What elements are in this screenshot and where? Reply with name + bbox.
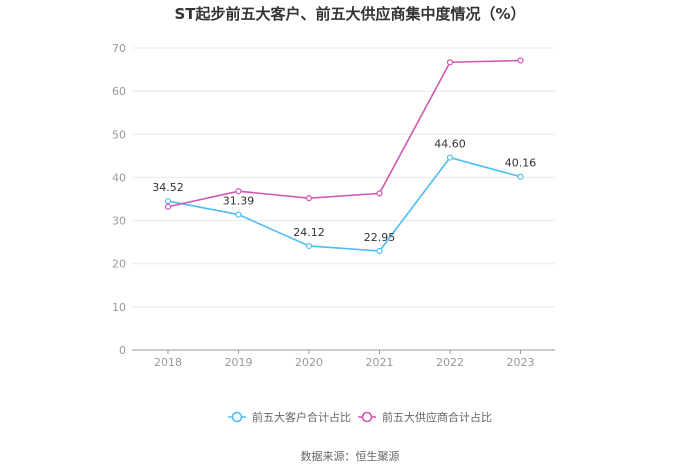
data-labels: 34.52 31.39 24.12 22.95 44.60 40.16 [152,138,536,244]
y-tick-label: 10 [112,301,126,314]
y-tick-label: 50 [112,128,126,141]
legend: 前五大客户合计占比 前五大供应商合计占比 [228,410,492,424]
data-point [305,242,313,250]
y-tick-label: 60 [112,85,126,98]
x-tick-label: 2022 [436,356,464,369]
data-label: 22.95 [364,231,396,244]
legend-marker [361,411,373,423]
data-point [305,195,313,202]
data-point [164,203,172,210]
data-label: 44.60 [434,138,466,151]
x-tick-label: 2023 [507,356,535,369]
data-point [164,197,172,205]
y-tick-label: 20 [112,258,126,271]
y-tick-label: 30 [112,215,126,228]
grid-lines [132,47,555,308]
legend-label: 前五大客户合计占比 [252,410,351,424]
data-point [517,173,524,180]
data-point [376,247,383,255]
data-label: 31.39 [223,195,255,208]
y-tick-label: 40 [112,171,126,184]
data-label: 34.52 [152,181,184,194]
series-lines [167,59,521,252]
series-points [164,57,524,255]
data-point [517,57,524,64]
x-tick-label: 2020 [295,356,323,369]
data-label: 40.16 [505,157,537,170]
legend-marker [231,411,243,423]
data-point [446,154,454,161]
data-point [235,211,242,218]
data-source: 数据来源：恒生聚源 [301,449,400,463]
axes: 0 10 20 30 40 50 60 70 2018 2019 2020 2021 2022 2023 [112,42,555,369]
series-line-2 [167,59,521,208]
series-line-1 [167,156,521,252]
y-tick-label: 0 [119,344,126,357]
x-tick-label: 2021 [366,356,394,369]
y-tick-label: 70 [112,42,126,55]
data-point [235,188,242,195]
x-tick-label: 2018 [154,356,182,369]
legend-label: 前五大供应商合计占比 [382,410,492,424]
data-point [446,59,454,66]
x-tick-label: 2019 [225,356,253,369]
chart-title: ST起步前五大客户、前五大供应商集中度情况（%） [174,5,525,23]
data-point [376,190,383,197]
data-label: 24.12 [293,226,325,239]
